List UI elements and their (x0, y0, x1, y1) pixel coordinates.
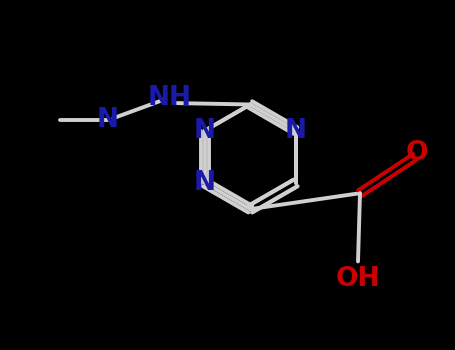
Text: N: N (194, 170, 216, 196)
Text: N: N (284, 118, 307, 144)
Text: N: N (97, 107, 119, 133)
Text: O: O (406, 140, 429, 166)
Text: NH: NH (148, 85, 192, 111)
Text: OH: OH (336, 266, 380, 292)
Text: N: N (194, 118, 216, 144)
